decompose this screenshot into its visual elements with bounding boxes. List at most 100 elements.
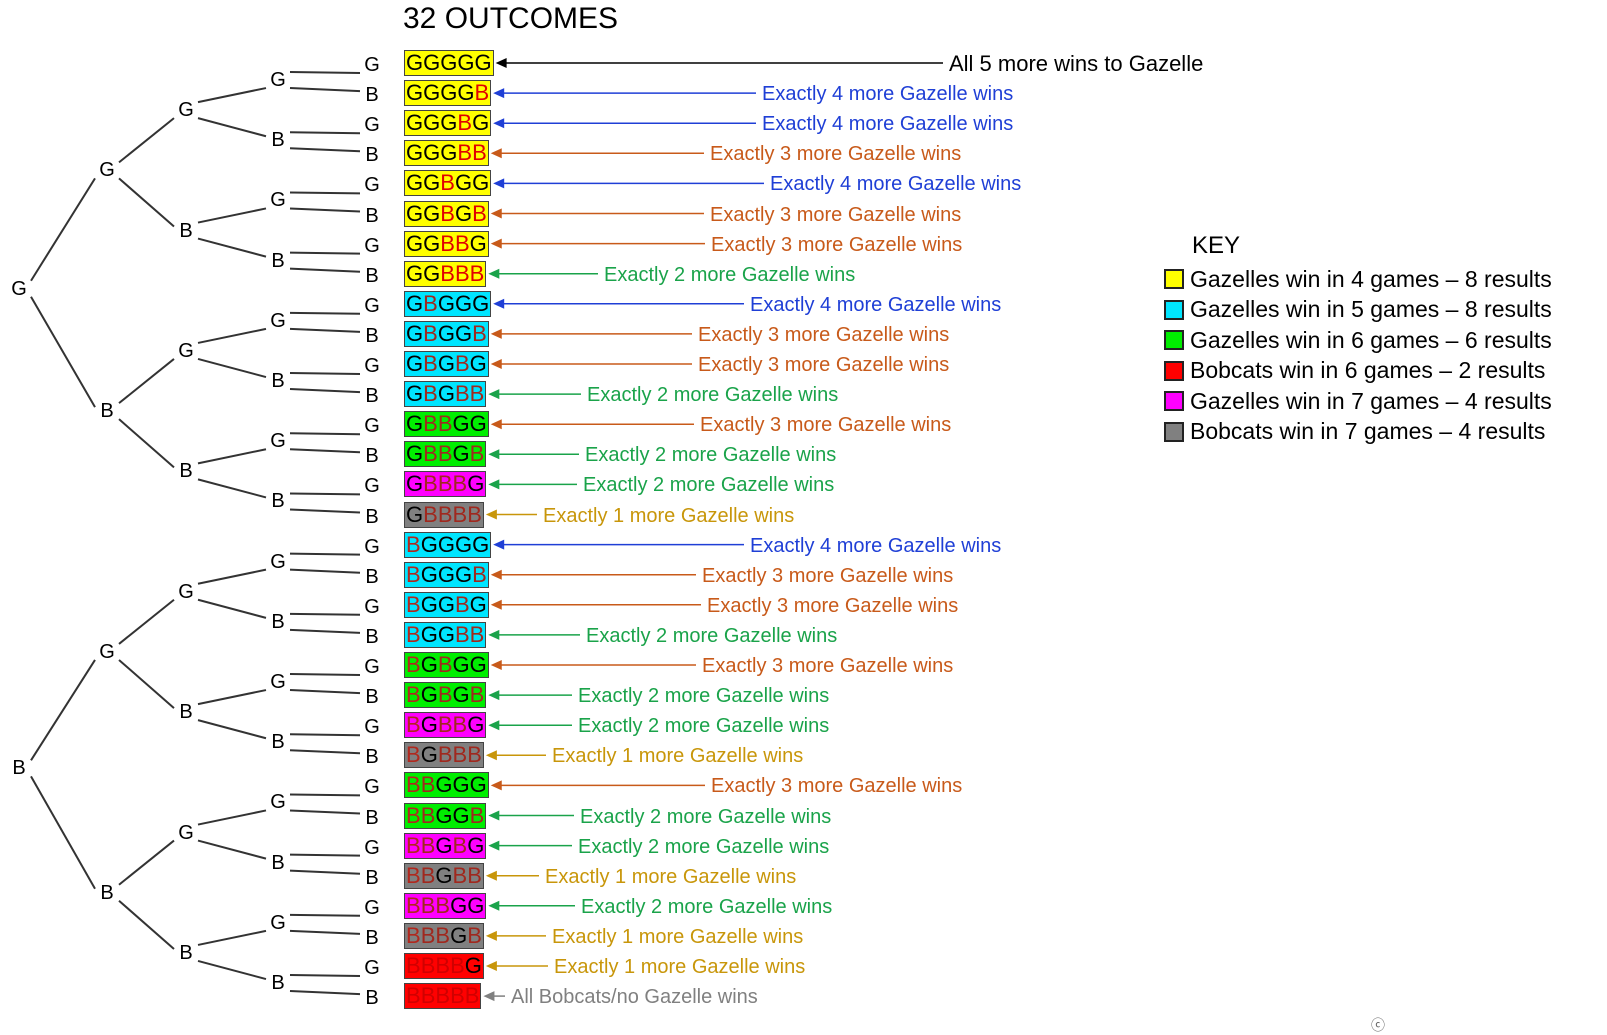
tree-node: G — [270, 309, 286, 332]
tree-branch — [289, 327, 361, 333]
outcome-box: BGGGB — [404, 561, 489, 588]
arrow-head-icon — [488, 900, 500, 911]
tree-node: G — [270, 671, 286, 694]
outcome-box: GBBGG — [404, 411, 489, 438]
outcome-label: All 5 more wins to Gazelle — [949, 51, 1204, 76]
arrow-head-icon — [490, 328, 502, 339]
tree-node: G — [364, 656, 380, 678]
outcome-box: GBBBG — [404, 471, 487, 498]
tree-branch — [289, 913, 361, 917]
tree-branch — [118, 899, 175, 950]
tree-branch — [289, 628, 361, 634]
outcome-box: BGGGG — [404, 531, 492, 558]
outcome-sequence: BBGGG — [406, 772, 487, 798]
corner-mark-icon: ⓒ — [1371, 1017, 1385, 1033]
outcome-sequence: GBGGB — [406, 320, 487, 346]
arrow-head-icon — [483, 991, 495, 1002]
key-row: Gazelles win in 7 games – 4 results — [1164, 388, 1552, 414]
outcome-box: GBGBB — [404, 381, 487, 408]
outcome-label: Exactly 3 more Gazelle wins — [711, 775, 963, 798]
tree-branch — [197, 87, 267, 104]
outcome-box: BBBBG — [404, 953, 484, 979]
tree-node: G — [11, 277, 27, 300]
tree-branch — [289, 689, 361, 695]
outcome-label: Exactly 3 more Gazelle wins — [711, 233, 963, 256]
key-row: Gazelles win in 5 games – 8 results — [1164, 296, 1552, 323]
tree-node: B — [365, 866, 379, 889]
outcome-label: Exactly 4 more Gazelle wins — [762, 83, 1014, 106]
tree-branch — [118, 839, 175, 886]
tree-branch — [289, 267, 361, 273]
arrow-head-icon — [493, 178, 505, 189]
outcome-box: BGBGG — [404, 652, 489, 678]
key-swatch — [1164, 360, 1184, 381]
tree-node: B — [179, 701, 193, 724]
outcome-sequence: BGBGB — [406, 682, 485, 708]
outcome-box: BGBBG — [404, 712, 487, 739]
tree-node: B — [365, 445, 379, 468]
arrow-head-icon — [488, 690, 500, 701]
outcome-sequence: GBBBB — [406, 501, 482, 527]
arrow-head-icon — [485, 930, 497, 941]
outcome-box: GGBGB — [404, 200, 489, 227]
tree-branch — [289, 388, 361, 394]
tree-branch — [289, 131, 361, 135]
tree-node: G — [270, 430, 286, 453]
outcome-box: BGGBB — [404, 621, 487, 648]
tree-branch — [30, 177, 96, 282]
arrow-head-icon — [488, 720, 500, 731]
tree-branch — [289, 869, 361, 875]
tree-node: G — [364, 957, 380, 979]
tree-branch — [289, 568, 361, 574]
tree-node: B — [365, 686, 379, 709]
tree-node: G — [364, 535, 380, 558]
tree-node: B — [271, 731, 285, 754]
tree-node: G — [270, 189, 286, 212]
arrow-head-icon — [485, 870, 497, 881]
arrow-head-icon — [495, 58, 507, 68]
outcome-box: GBGGB — [404, 320, 489, 347]
tree-node: G — [270, 69, 286, 92]
key-title: KEY — [1192, 232, 1241, 259]
arrow-head-icon — [488, 389, 500, 400]
tree-branch — [289, 793, 361, 797]
outcome-sequence: GBGBB — [406, 381, 485, 407]
tree-branch — [197, 719, 267, 740]
tree-node: G — [364, 475, 380, 498]
tree-branch — [30, 296, 96, 408]
arrow-head-icon — [490, 238, 502, 249]
outcome-label: Exactly 2 more Gazelle wins — [578, 685, 830, 708]
outcome-sequence: GGBGB — [406, 200, 487, 226]
outcome-label: Exactly 3 more Gazelle wins — [698, 323, 950, 346]
tree-node: G — [364, 595, 380, 618]
outcome-sequence: BBBBG — [406, 953, 482, 978]
tree-branch — [118, 117, 175, 164]
tree-node: B — [179, 460, 193, 483]
tree-branch — [289, 733, 361, 737]
tree-branch — [197, 568, 267, 585]
key-swatch — [1164, 269, 1184, 289]
tree-branch — [118, 177, 175, 228]
tree-node: B — [365, 926, 379, 949]
arrow-head-icon — [493, 88, 505, 99]
arrow-head-icon — [488, 840, 500, 851]
key-text: Gazelles win in 4 games – 8 results — [1190, 265, 1552, 292]
tree-node: B — [100, 400, 114, 423]
arrow-head-icon — [490, 208, 502, 219]
outcome-box: BBGBB — [404, 862, 484, 889]
tree-node: G — [178, 99, 194, 122]
tree-branch — [197, 357, 267, 379]
arrow-head-icon — [485, 750, 497, 761]
outcome-sequence: GGGBG — [406, 110, 490, 136]
outcome-sequence: BBBGB — [406, 922, 482, 948]
outcome-box: BGBGB — [404, 682, 487, 709]
key-swatch — [1164, 391, 1184, 411]
key-swatch — [1164, 330, 1184, 350]
tree-branch — [30, 659, 96, 761]
outcome-label: Exactly 2 more Gazelle wins — [581, 895, 833, 918]
tree-branch — [289, 990, 361, 996]
tree-node: B — [365, 806, 379, 829]
outcome-label: Exactly 4 more Gazelle wins — [770, 173, 1022, 196]
tree-node: B — [271, 249, 285, 272]
tree-node: G — [178, 821, 194, 844]
